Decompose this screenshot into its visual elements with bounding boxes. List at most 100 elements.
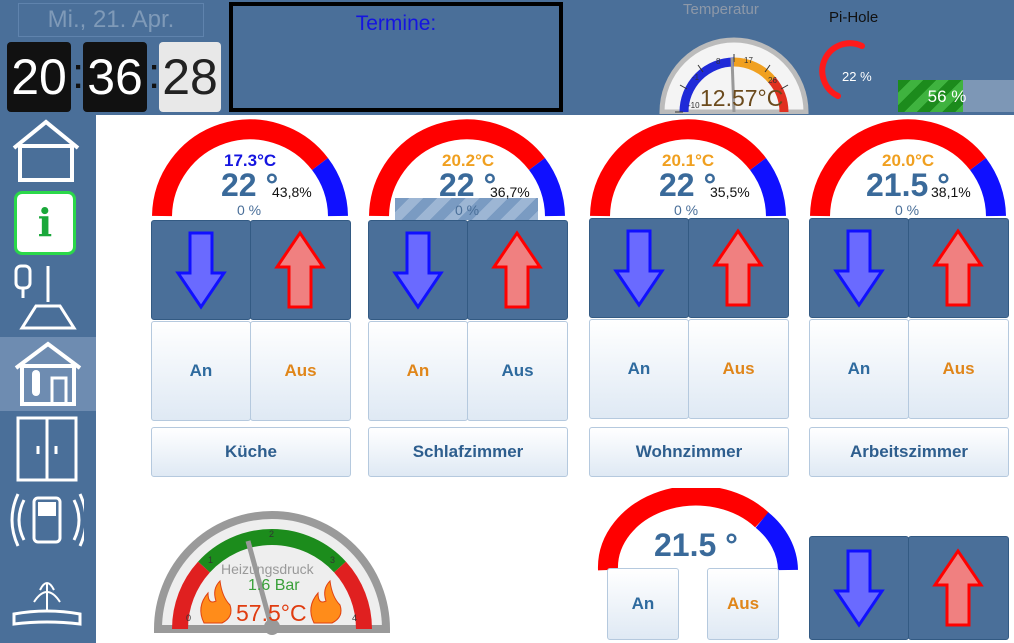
temp-down-button[interactable]: [809, 536, 909, 640]
temp-down-button[interactable]: [368, 220, 468, 320]
arrow-up-icon: [491, 230, 543, 309]
room-temperature: 22 °: [221, 167, 279, 203]
pressure-needle: [245, 540, 275, 630]
heating-pressure-value: 1.6 Bar: [248, 577, 300, 594]
heating-pressure-gauge: 0 1 2 3 4: [153, 511, 391, 635]
room-name-wohnzimmer[interactable]: Wohnzimmer: [589, 427, 789, 477]
room-name-kueche[interactable]: Küche: [151, 427, 351, 477]
heating-off-button[interactable]: Aus: [467, 321, 568, 421]
room-humidity: 38,1%: [931, 184, 971, 200]
temp-up-button[interactable]: [467, 220, 568, 320]
arrow-up-icon: [932, 228, 984, 307]
flame-icon: [310, 579, 342, 624]
temp-down-button[interactable]: [809, 218, 909, 318]
info-icon: i: [37, 200, 53, 245]
pressure-tick-label: 3: [330, 555, 335, 565]
arrow-down-icon: [613, 229, 665, 308]
room-name-arbeitszimmer[interactable]: Arbeitszimmer: [809, 427, 1009, 477]
heating-on-button[interactable]: An: [589, 319, 689, 419]
arrow-down-icon: [175, 231, 227, 310]
temp-up-button[interactable]: [688, 218, 789, 318]
alarm-icon[interactable]: [10, 486, 84, 556]
heating-on-button[interactable]: An: [607, 568, 679, 640]
temp-tick-label: 8: [716, 57, 721, 66]
temp-up-button[interactable]: [908, 218, 1009, 318]
room-setpoint: 17.3°C: [224, 151, 277, 170]
room-valve-percentage: 0 %: [895, 202, 920, 218]
heating-off-button[interactable]: Aus: [908, 319, 1009, 419]
temp-up-button[interactable]: [908, 536, 1009, 640]
arrow-down-icon: [392, 231, 444, 310]
heating-on-button[interactable]: An: [368, 321, 468, 421]
clock-minutes: 36: [83, 42, 147, 112]
room-temperature: 22 °: [659, 167, 717, 203]
arrow-up-icon: [712, 228, 764, 307]
pressure-tick-label: 1: [208, 555, 213, 565]
appointments-title: Termine:: [355, 12, 437, 35]
flame-icon: [200, 579, 232, 624]
pihole-label: Pi-Hole: [829, 9, 879, 26]
heating-off-button[interactable]: Aus: [250, 321, 351, 421]
heating-pressure-label: Heizungsdruck: [221, 561, 314, 577]
room-name-schlafzimmer[interactable]: Schlafzimmer: [368, 427, 568, 477]
temp-up-button[interactable]: [250, 220, 351, 320]
room-gauge-extra: [597, 488, 798, 571]
info-button[interactable]: i: [14, 191, 76, 255]
room-setpoint: 20.2°C: [442, 151, 495, 170]
temp-tick-label: -10: [688, 101, 700, 110]
fountain-icon[interactable]: [10, 572, 84, 632]
temperature-gauge: -10 -1 8 17 26: [659, 37, 809, 114]
pihole-percentage: 22 %: [842, 69, 872, 84]
heating-off-button[interactable]: Aus: [688, 319, 789, 419]
room-gauge-arbeitszimmer: [810, 119, 1006, 217]
room-valve-percentage: 0 %: [455, 202, 480, 218]
pihole-gauge: [819, 40, 865, 99]
room-gauge-kueche: [152, 119, 348, 217]
clock-hours: 20: [7, 42, 71, 112]
door-icon[interactable]: [12, 414, 82, 484]
heating-on-button[interactable]: An: [809, 319, 909, 419]
pressure-tick-label: 0: [186, 613, 191, 623]
arrow-down-icon: [833, 549, 885, 628]
temp-tick-label: -1: [692, 73, 700, 82]
room-humidity: 36,7%: [490, 184, 530, 200]
temp-tick-label: 26: [768, 76, 777, 85]
room-temperature: 21.5 °: [654, 527, 738, 563]
heating-on-button[interactable]: An: [151, 321, 251, 421]
clock-separator: :: [148, 49, 161, 98]
room-temperature: 22 °: [439, 167, 497, 203]
house-thermometer-icon[interactable]: [12, 340, 84, 408]
lamp-icon[interactable]: [10, 262, 86, 332]
arrow-up-icon: [274, 230, 326, 309]
clock-seconds: 28: [159, 42, 221, 112]
temp-down-button[interactable]: [151, 220, 251, 320]
temperature-label: Temperatur: [683, 1, 759, 18]
room-valve-percentage: 0 %: [237, 202, 262, 218]
pressure-tick-label: 4: [352, 613, 357, 623]
room-setpoint: 20.0°C: [882, 151, 935, 170]
pressure-tick-label: 2: [269, 529, 274, 539]
arrow-up-icon: [932, 548, 984, 627]
heating-temperature-value: 57.5°C: [236, 600, 307, 626]
valve-progress-bar: [395, 198, 538, 220]
room-gauge-schlafzimmer: [369, 119, 565, 217]
room-humidity: 43,8%: [272, 184, 312, 200]
appointments-panel: Termine:: [229, 2, 563, 112]
arrow-down-icon: [833, 229, 885, 308]
temperature-value: 12.57°C: [700, 85, 784, 111]
pihole-bar-label: 56 %: [927, 87, 967, 106]
home-icon[interactable]: [10, 118, 82, 184]
room-temperature: 21.5 °: [866, 167, 950, 203]
room-humidity: 35,5%: [710, 184, 750, 200]
room-valve-percentage: 0 %: [674, 202, 699, 218]
heating-off-button[interactable]: Aus: [707, 568, 779, 640]
date-display: Mi., 21. Apr. 2021: [18, 3, 204, 65]
room-gauge-wohnzimmer: [590, 119, 786, 217]
temp-tick-label: 17: [744, 56, 753, 65]
sidebar-active-highlight: [0, 337, 96, 411]
temp-down-button[interactable]: [589, 218, 689, 318]
pihole-bar-fill: [898, 80, 963, 112]
room-setpoint: 20.1°C: [662, 151, 715, 170]
clock-separator: :: [72, 49, 85, 98]
temperature-needle: [730, 57, 736, 113]
